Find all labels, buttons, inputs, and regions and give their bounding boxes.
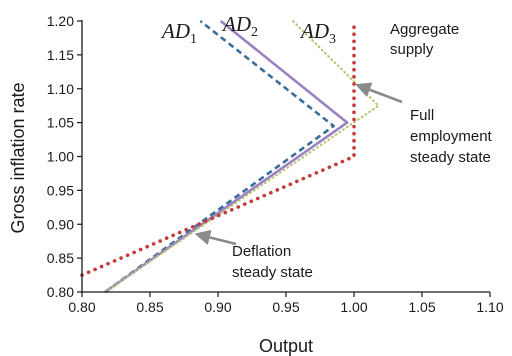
y-axis-title: Gross inflation rate <box>8 82 28 233</box>
series-label-subscript: 2 <box>251 25 258 40</box>
x-axis-title: Output <box>259 336 313 356</box>
annotation-text-line: steady state <box>232 264 313 281</box>
annotation-full-employment: Full employment steady state <box>355 82 493 166</box>
series-layer <box>80 19 380 294</box>
annotation-aggregate-supply: Aggregate supply <box>390 21 459 58</box>
series-label-ad2: AD2 <box>221 12 258 40</box>
annotation-deflation: Deflation steady state <box>194 229 313 281</box>
series-line-ad3 <box>104 20 380 293</box>
series-line-aggregate-supply <box>80 19 356 277</box>
y-tick-label: 0.90 <box>47 216 74 232</box>
x-tick-label: 0.80 <box>68 299 95 315</box>
series-label-subscript: 1 <box>190 32 197 47</box>
y-tick-label: 1.15 <box>47 47 74 63</box>
y-tick-label: 0.80 <box>47 284 74 300</box>
y-tick-label: 0.95 <box>47 182 74 198</box>
annotation-text-line: Deflation <box>232 243 291 260</box>
axes-layer: 0.80 0.85 0.90 0.95 1.00 1.05 1.10 1.15 1.20 0.80… <box>8 13 504 356</box>
annotation-text-line: steady state <box>410 149 491 166</box>
y-tick-label: 1.20 <box>47 13 74 29</box>
labels-layer: AD1 AD2 AD3 Aggregate supply Full employment st… <box>160 12 493 281</box>
series-label-subscript: 3 <box>329 32 336 47</box>
annotation-arrow <box>194 229 237 246</box>
x-tick-label: 1.00 <box>340 299 367 315</box>
series-line-ad1 <box>104 19 335 294</box>
annotation-arrow <box>355 82 403 104</box>
x-tick-label: 0.85 <box>136 299 163 315</box>
annotation-text-line: Full <box>410 107 434 124</box>
series-line-ad2 <box>104 19 349 294</box>
annotation-text-line: Aggregate <box>390 21 459 38</box>
annotation-text-line: employment <box>410 128 493 145</box>
x-tick-label: 0.95 <box>272 299 299 315</box>
annotation-text-line: supply <box>390 41 434 58</box>
y-tick-label: 1.00 <box>47 149 74 165</box>
x-tick-label: 1.05 <box>408 299 435 315</box>
series-label-ad1: AD1 <box>160 19 197 47</box>
y-tick-label: 0.85 <box>47 250 74 266</box>
series-label-ad3: AD3 <box>299 19 336 47</box>
y-tick-label: 1.05 <box>47 115 74 131</box>
x-tick-label: 1.10 <box>476 299 503 315</box>
x-tick-label: 0.90 <box>204 299 231 315</box>
y-tick-label: 1.10 <box>47 81 74 97</box>
